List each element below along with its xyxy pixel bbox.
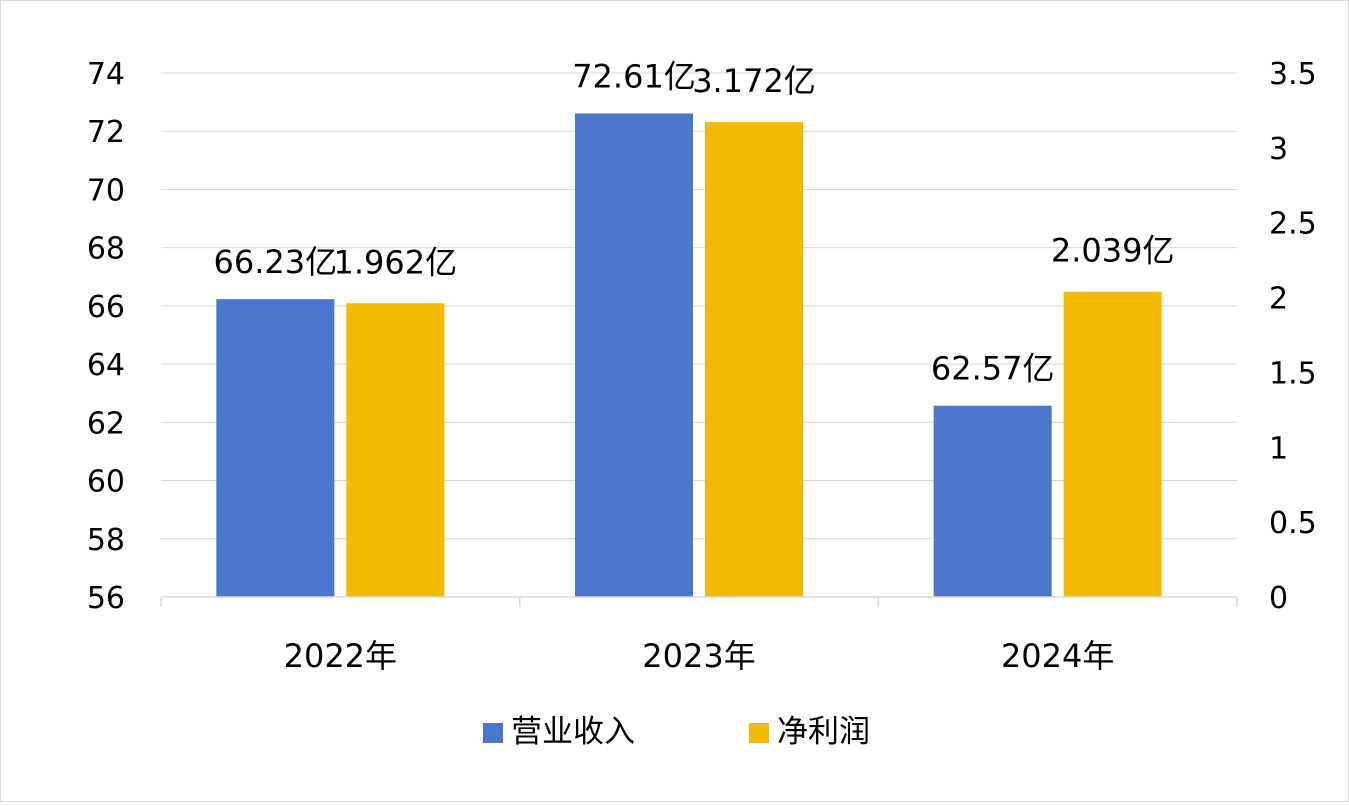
- bar-revenue: [216, 299, 335, 597]
- x-category-label: 2024年: [1001, 637, 1114, 675]
- data-label-revenue: 62.57亿: [931, 350, 1055, 388]
- y-right-tick-label: 2: [1269, 282, 1288, 317]
- bar-revenue: [933, 405, 1052, 597]
- legend-label: 营业收入: [511, 714, 635, 750]
- y-left-tick-label: 70: [87, 173, 125, 208]
- y-left-tick-label: 64: [87, 348, 125, 383]
- y-right-tick-label: 3.5: [1269, 57, 1317, 92]
- y-right-tick-label: 1: [1269, 431, 1288, 466]
- y-left-tick-label: 56: [87, 581, 125, 616]
- y-left-tick-label: 66: [87, 290, 125, 325]
- y-left-tick-label: 58: [87, 523, 125, 558]
- data-label-net-profit: 3.172亿: [692, 62, 816, 100]
- y-left-tick-label: 72: [87, 115, 125, 150]
- y-left-tick-label: 62: [87, 406, 125, 441]
- x-category-label: 2022年: [284, 637, 397, 675]
- legend-swatch: [483, 723, 503, 743]
- x-category-label: 2023年: [642, 637, 755, 675]
- y-right-tick-label: 3: [1269, 132, 1288, 167]
- y-right-tick-label: 0: [1269, 581, 1288, 616]
- bar-net-profit: [346, 303, 445, 597]
- y-left-tick-label: 74: [87, 57, 125, 92]
- axes: 56 58 60 62 64 66 68 70 72 74 0 0.5 1 1.5 2 2.5 3 3.5 2022…: [87, 57, 1317, 675]
- legend-label: 净利润: [777, 714, 870, 750]
- y-right-tick-label: 2.5: [1269, 207, 1317, 242]
- data-label-net-profit: 1.962亿: [334, 243, 458, 281]
- y-right-tick-label: 1.5: [1269, 356, 1317, 391]
- legend: 营业收入 净利润: [483, 714, 870, 750]
- data-label-revenue: 66.23亿: [214, 243, 338, 281]
- y-left-tick-label: 68: [87, 232, 125, 267]
- bars: [216, 113, 1162, 597]
- legend-swatch: [749, 723, 769, 743]
- bar-revenue: [575, 113, 693, 597]
- bar-net-profit: [705, 122, 803, 597]
- data-label-net-profit: 2.039亿: [1051, 232, 1175, 270]
- gridlines: [161, 72, 1237, 540]
- y-left-tick-label: 60: [87, 465, 125, 500]
- bar-net-profit: [1063, 291, 1162, 597]
- data-label-revenue: 72.61亿: [572, 57, 696, 95]
- y-right-tick-label: 0.5: [1269, 506, 1317, 541]
